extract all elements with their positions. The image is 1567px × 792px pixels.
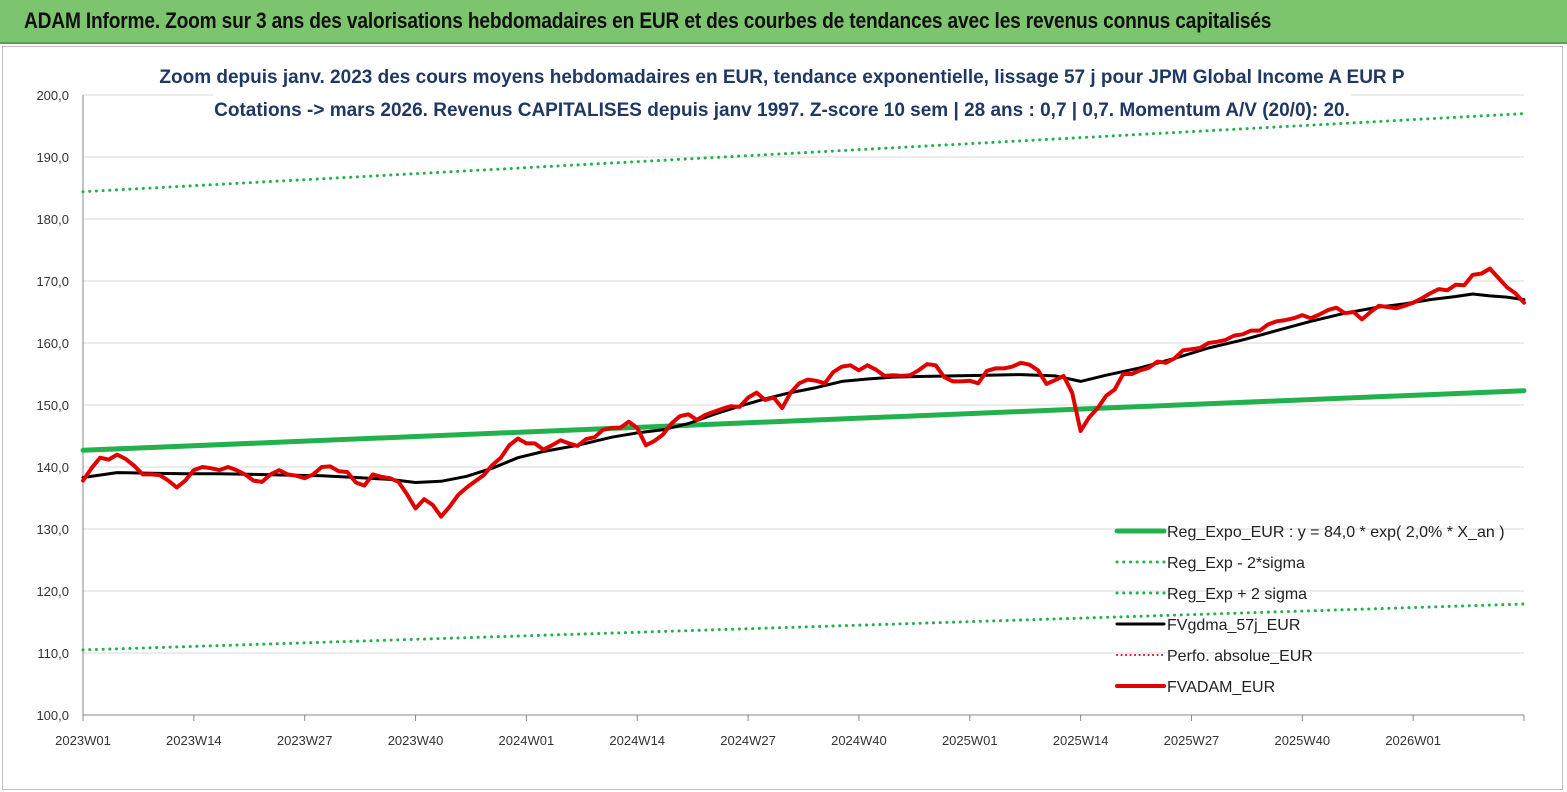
title-block: Zoom depuis janv. 2023 des cours moyens … — [159, 59, 1405, 122]
y-tick-label: 160,0 — [36, 336, 69, 351]
chart-subtitle: Cotations -> mars 2026. Revenus CAPITALI… — [214, 100, 1350, 121]
legend-entry: FVADAM_EUR — [1167, 679, 1275, 696]
legend-entry: Reg_Exp + 2 sigma — [1167, 586, 1307, 603]
y-tick-label: 150,0 — [36, 398, 69, 413]
chart: 100,0 110,0 120,0 130,0 140,0 150,0 160,0 170,0… — [36, 59, 1527, 748]
x-tick-label: 2023W27 — [277, 733, 333, 748]
x-tick-label: 2025W40 — [1274, 733, 1330, 748]
header-banner: ADAM Informe. Zoom sur 3 ans des valoris… — [0, 0, 1567, 44]
legend-entry: Perfo. absolue_EUR — [1167, 648, 1313, 665]
x-tick-label: 2023W01 — [55, 733, 111, 748]
y-tick-label: 140,0 — [36, 460, 69, 475]
x-tick-label: 2025W27 — [1164, 733, 1220, 748]
axis-layer: 100,0 110,0 120,0 130,0 140,0 150,0 160,0 170,0… — [36, 88, 1525, 748]
y-tick-label: 170,0 — [36, 274, 69, 289]
x-tick-label: 2024W14 — [609, 733, 665, 748]
x-tick-label: 2023W14 — [166, 733, 222, 748]
legend-entry: Reg_Expo_EUR : y = 84,0 * exp( 2,0% * X_… — [1167, 524, 1505, 541]
y-tick-label: 180,0 — [36, 212, 69, 227]
series-line-2 — [81, 112, 1526, 194]
series-line-5 — [81, 266, 1526, 519]
series-line-3 — [81, 292, 1526, 484]
y-tick-label: 200,0 — [36, 88, 69, 103]
y-tick-label: 190,0 — [36, 150, 69, 165]
chart-frame: 100,0 110,0 120,0 130,0 140,0 150,0 160,0 170,0… — [2, 46, 1563, 790]
grid-layer — [83, 94, 1524, 716]
y-tick-label: 120,0 — [36, 584, 69, 599]
title-background — [213, 59, 1351, 122]
series-layer — [80, 112, 1527, 652]
x-tick-label: 2025W14 — [1053, 733, 1109, 748]
x-tick-label: 2025W01 — [942, 733, 998, 748]
banner-title: ADAM Informe. Zoom sur 3 ans des valoris… — [24, 8, 1272, 33]
series-line-1 — [81, 602, 1526, 652]
legend-entry: Reg_Exp - 2*sigma — [1167, 555, 1305, 572]
x-tick-label: 2024W01 — [499, 733, 555, 748]
chart-title: Zoom depuis janv. 2023 des cours moyens … — [159, 67, 1405, 88]
legend-entry: FVgdma_57j_EUR — [1167, 617, 1300, 634]
y-tick-label: 110,0 — [37, 646, 69, 661]
x-tick-label: 2023W40 — [388, 733, 444, 748]
series-line-0 — [80, 388, 1527, 453]
x-tick-label: 2026W01 — [1385, 733, 1441, 748]
y-tick-label: 130,0 — [36, 522, 69, 537]
y-tick-label: 100,0 — [36, 708, 69, 723]
x-tick-label: 2024W27 — [720, 733, 776, 748]
x-tick-label: 2024W40 — [831, 733, 887, 748]
legend: Reg_Expo_EUR : y = 84,0 * exp( 2,0% * X_… — [1114, 524, 1505, 696]
